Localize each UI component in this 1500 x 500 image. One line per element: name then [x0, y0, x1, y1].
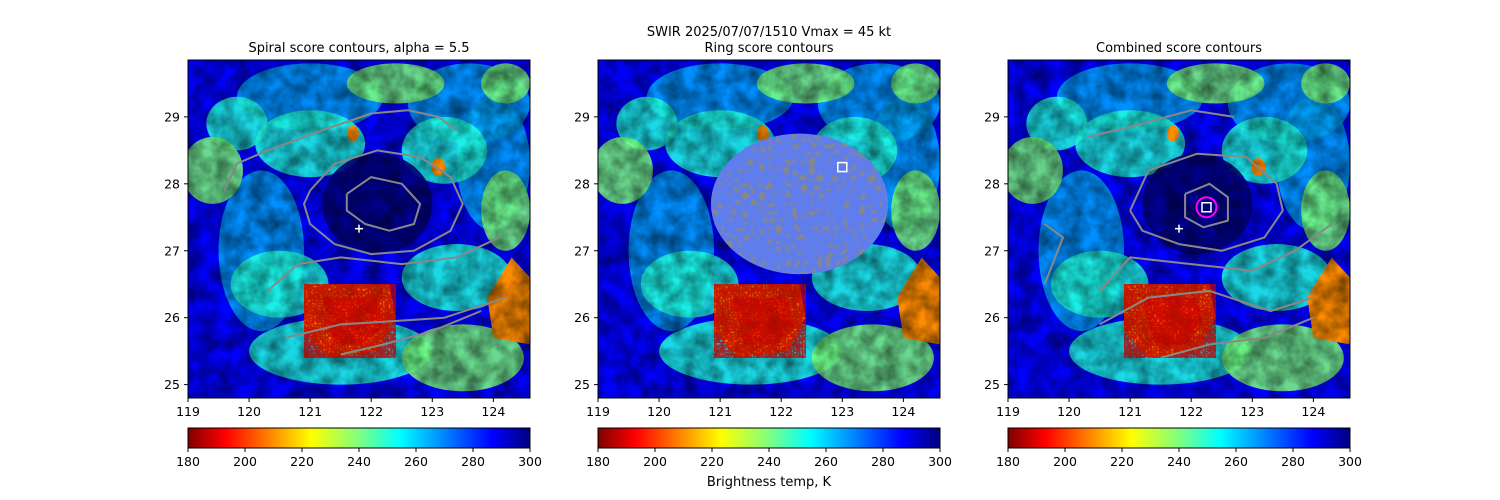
colorbar: 180 200 220 240 260 280 300 [176, 427, 542, 469]
contour-line [285, 296, 506, 339]
x-tick-label: 119 [176, 404, 200, 419]
colorbar: 180 200 220 240 260 280 300 [996, 427, 1362, 469]
brightness-image [598, 60, 940, 398]
x-tick-label: 119 [586, 404, 610, 419]
x-tick-label: 121 [708, 404, 732, 419]
contour-line [1184, 182, 1229, 229]
panel-title: Combined score contours [1096, 41, 1262, 56]
y-tick-label: 25 [984, 377, 1000, 392]
y-tick-label: 27 [984, 243, 1000, 258]
colorbar-tick-label: 240 [347, 454, 371, 469]
colorbar-tick-label: 300 [928, 454, 952, 469]
y-tick-label: 25 [574, 377, 590, 392]
x-tick-label: 120 [1057, 404, 1081, 419]
colorbar-gradient [1007, 427, 1351, 449]
center-plus-marker [355, 224, 363, 233]
y-tick-label: 26 [984, 310, 1000, 325]
colorbar-tick-label: 300 [1338, 454, 1362, 469]
center-square-marker [837, 161, 848, 173]
brightness-image [1008, 60, 1350, 398]
panel-title: Ring score contours [704, 41, 833, 56]
colorbar-tick-label: 220 [1110, 454, 1134, 469]
y-tick-label: 27 [574, 243, 590, 258]
colorbar-gradient [187, 427, 531, 449]
contour-line [340, 310, 482, 356]
y-tick-label: 27 [164, 243, 180, 258]
panel-3: Combined score contours 119 120 121 122 123 12… [984, 41, 1362, 469]
contour-line [266, 236, 500, 292]
colorbar-tick-label: 240 [757, 454, 781, 469]
contour-line [1087, 109, 1235, 138]
y-tick-label: 28 [164, 176, 180, 191]
axes-frame [597, 59, 941, 399]
y-tick-label: 29 [574, 109, 590, 124]
contour-line [1099, 289, 1314, 326]
suptitle: SWIR 2025/07/07/1510 Vmax = 45 kt [647, 25, 891, 40]
panel-2: Ring score contours 119 120 121 122 123 124 25 2… [574, 41, 952, 469]
colorbar-tick-label: 200 [233, 454, 257, 469]
y-tick-label: 29 [164, 109, 180, 124]
colorbar-tick-label: 260 [404, 454, 428, 469]
colorbar-label: Brightness temp, K [707, 475, 832, 490]
colorbar-tick-label: 260 [814, 454, 838, 469]
x-tick-label: 123 [420, 404, 444, 419]
x-tick-label: 120 [237, 404, 261, 419]
y-tick-label: 26 [164, 310, 180, 325]
contour-line [303, 149, 464, 256]
panel-1: Spiral score contours, alpha = 5.5 119 120… [164, 41, 542, 469]
x-tick-label: 124 [481, 404, 505, 419]
colorbar-tick-label: 180 [996, 454, 1020, 469]
colorbar: 180 200 220 240 260 280 300 [586, 427, 952, 469]
x-tick-label: 123 [830, 404, 854, 419]
colorbar-tick-label: 280 [461, 454, 485, 469]
y-tick-label: 25 [164, 377, 180, 392]
contour-line [223, 109, 458, 191]
x-tick-label: 121 [298, 404, 322, 419]
contour-line [345, 176, 422, 232]
x-tick-label: 122 [769, 404, 793, 419]
colorbar-tick-label: 180 [586, 454, 610, 469]
x-tick-label: 123 [1240, 404, 1264, 419]
y-tick-label: 26 [574, 310, 590, 325]
x-tick-label: 124 [1301, 404, 1325, 419]
colorbar-gradient [597, 427, 941, 449]
colorbar-tick-label: 200 [643, 454, 667, 469]
contour-line [1043, 223, 1064, 285]
x-tick-label: 122 [359, 404, 383, 419]
contour-line [1129, 152, 1284, 252]
y-tick-label: 28 [574, 176, 590, 191]
center-plus-marker [1175, 224, 1183, 233]
ring-marker [1195, 196, 1218, 219]
brightness-image [188, 60, 530, 398]
colorbar-tick-label: 180 [176, 454, 200, 469]
panel-title: Spiral score contours, alpha = 5.5 [248, 41, 469, 56]
contour-line [1098, 223, 1333, 292]
y-tick-label: 28 [984, 176, 1000, 191]
axes-frame [187, 59, 531, 399]
colorbar-tick-label: 260 [1224, 454, 1248, 469]
x-tick-label: 119 [996, 404, 1020, 419]
x-tick-label: 122 [1179, 404, 1203, 419]
x-tick-label: 124 [891, 404, 915, 419]
colorbar-tick-label: 240 [1167, 454, 1191, 469]
colorbar-tick-label: 300 [518, 454, 542, 469]
colorbar-tick-label: 220 [290, 454, 314, 469]
colorbar-tick-label: 220 [700, 454, 724, 469]
colorbar-tick-label: 280 [871, 454, 895, 469]
axes-frame [1007, 59, 1351, 399]
contour-line [1160, 316, 1314, 359]
colorbar-tick-label: 280 [1281, 454, 1305, 469]
colorbar-tick-label: 200 [1053, 454, 1077, 469]
center-square-marker [1201, 201, 1212, 213]
x-tick-label: 120 [647, 404, 671, 419]
y-tick-label: 29 [984, 109, 1000, 124]
x-tick-label: 121 [1118, 404, 1142, 419]
ring-score-region [710, 133, 889, 275]
